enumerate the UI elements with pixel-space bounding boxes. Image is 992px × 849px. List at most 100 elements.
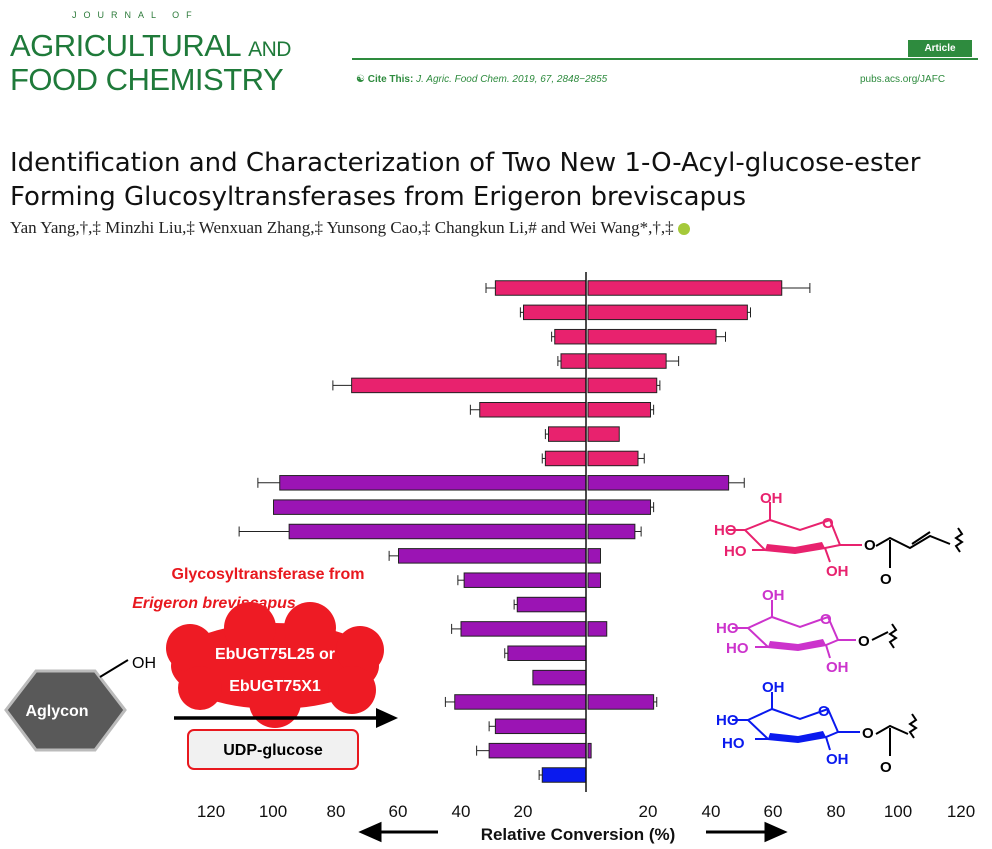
journal-and: AND: [248, 38, 291, 61]
blue-carbonyl-o: O: [880, 759, 892, 776]
journal-agricultural: AGRICULTURAL: [10, 28, 240, 63]
cite-label: Cite This:: [367, 74, 414, 85]
enzyme-line1: EbUGT75L25 or: [215, 646, 335, 663]
aglycon-label: Aglycon: [25, 703, 88, 720]
bar-left-15: [507, 645, 587, 661]
bar-right-12: [587, 572, 601, 588]
bar-right-17: [587, 694, 655, 710]
bar-right-14: [587, 621, 608, 637]
enzyme-source-line2: Erigeron breviscapus: [132, 595, 296, 612]
bar-left-12: [463, 572, 587, 588]
tick-right-60: 60: [764, 802, 783, 821]
bar-left-9: [273, 499, 587, 515]
magenta-ring-o: O: [820, 611, 832, 628]
orcid-icon[interactable]: [677, 223, 690, 236]
bar-left-10: [288, 523, 587, 540]
author-text: Yan Yang,†,‡ Minzhi Liu,‡ Wenxuan Zhang,…: [10, 218, 674, 237]
blue-ester-o: O: [862, 725, 874, 742]
bar-left-16: [532, 669, 587, 686]
left-arrow-head: [358, 821, 382, 843]
bar-right-0: [587, 280, 783, 296]
bar-right-5: [587, 402, 651, 418]
magenta-oh-bottom: OH: [826, 659, 849, 676]
tick-right-80: 80: [827, 802, 846, 821]
oh-label: OH: [132, 655, 156, 672]
author-list: Yan Yang,†,‡ Minzhi Liu,‡ Wenxuan Zhang,…: [10, 218, 690, 238]
bar-right-3: [587, 353, 667, 369]
cite-icon: ☯: [356, 74, 365, 85]
tick-right-20: 20: [639, 802, 658, 821]
blue-oh-top: OH: [762, 679, 785, 696]
blue-ho-2: HO: [722, 735, 745, 752]
bar-left-4: [351, 377, 587, 394]
bar-left-20: [541, 767, 587, 783]
bar-right-6: [587, 426, 620, 442]
pink-oh-top: OH: [760, 490, 783, 507]
article-badge: Article: [908, 40, 972, 57]
udp-glucose-box: [187, 729, 359, 770]
bar-left-19: [488, 742, 587, 759]
pink-ho-1: HO: [714, 522, 737, 539]
paper-title: Identification and Characterization of T…: [10, 148, 921, 212]
tick-left-100: 100: [259, 802, 287, 821]
bar-right-4: [587, 377, 658, 394]
pink-ester-o: O: [864, 537, 876, 554]
bar-left-17: [454, 694, 587, 710]
bar-left-6: [548, 426, 587, 442]
bar-chart: [238, 272, 811, 792]
cite-text[interactable]: J. Agric. Food Chem. 2019, 67, 2848−2855: [416, 74, 608, 85]
citation: ☯ Cite This: J. Agric. Food Chem. 2019, …: [356, 74, 607, 85]
tick-left-40: 40: [452, 802, 471, 821]
enzyme-cloud: [166, 602, 384, 728]
tick-left-120: 120: [197, 802, 225, 821]
bar-right-7: [587, 450, 639, 467]
bar-right-8: [587, 475, 730, 491]
pink-ring-o: O: [822, 515, 834, 532]
journal-url[interactable]: pubs.acs.org/JAFC: [860, 74, 946, 85]
tick-right-100: 100: [884, 802, 912, 821]
structure-blue: OH HO HO OH O O O: [716, 679, 918, 776]
bar-right-1: [587, 304, 748, 321]
bar-left-11: [398, 548, 587, 564]
bar-left-13: [516, 596, 587, 613]
blue-ring-o: O: [818, 703, 830, 720]
right-arrow-head: [764, 821, 788, 843]
bar-left-14: [460, 621, 587, 637]
pink-carbonyl-o: O: [880, 571, 892, 588]
tick-left-80: 80: [327, 802, 346, 821]
tick-right-120: 120: [947, 802, 975, 821]
bar-left-2: [554, 328, 587, 345]
axis-arrows: [358, 821, 788, 843]
structure-pink: OH HO HO OH O O O: [714, 490, 964, 588]
bar-left-0: [494, 280, 587, 296]
bar-left-3: [560, 353, 587, 369]
journal-name-line1: AGRICULTURAL AND: [10, 30, 291, 61]
x-axis-label: Relative Conversion (%): [481, 825, 676, 844]
bar-left-7: [544, 450, 587, 467]
magenta-ether-o: O: [858, 633, 870, 650]
blue-oh-bottom: OH: [826, 751, 849, 768]
bar-left-8: [279, 475, 587, 491]
magenta-ho-2: HO: [726, 640, 749, 657]
tick-left-60: 60: [389, 802, 408, 821]
magenta-oh-top: OH: [762, 587, 785, 604]
oh-bond: [99, 659, 129, 678]
header-rule: [352, 58, 978, 60]
bar-left-5: [479, 402, 587, 418]
bar-right-11: [587, 548, 601, 564]
tick-left-20: 20: [514, 802, 533, 821]
bar-right-9: [587, 499, 651, 515]
bar-right-10: [587, 523, 636, 540]
reaction-arrow-head: [376, 708, 398, 728]
tick-right-40: 40: [702, 802, 721, 821]
blue-ho-1: HO: [716, 712, 739, 729]
enzyme-line2: EbUGT75X1: [229, 678, 321, 695]
pink-oh-bottom: OH: [826, 563, 849, 580]
magenta-ho-1: HO: [716, 620, 739, 637]
bar-right-2: [587, 328, 717, 345]
structure-magenta: OH HO HO OH O O: [716, 587, 898, 676]
journal-name-line2: FOOD CHEMISTRY: [10, 62, 284, 97]
enzyme-source-line1: Glycosyltransferase from: [172, 566, 365, 583]
udp-glucose-label: UDP-glucose: [223, 742, 323, 759]
